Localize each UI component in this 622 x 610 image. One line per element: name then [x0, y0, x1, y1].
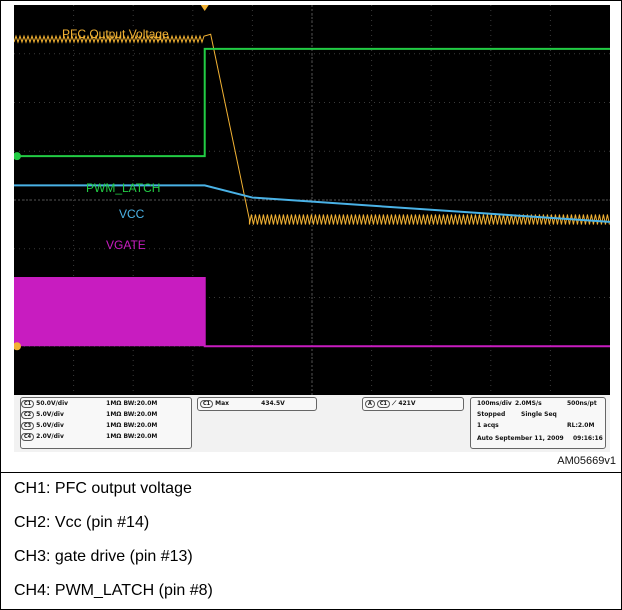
vgate-trace — [14, 277, 610, 348]
channel-marker-pwm-latch — [14, 152, 21, 161]
caption-ch3: CH3: gate drive (pin #13) — [14, 548, 193, 565]
trigger-source: A — [365, 400, 375, 408]
vgate-trace-fill — [14, 278, 205, 347]
channel-row-1: C1 50.0V/div 1MΩ BW:20.0M — [21, 400, 157, 408]
caption-ch2: CH2: Vcc (pin #14) — [14, 514, 150, 531]
measurement-channel: C1 — [200, 400, 214, 408]
vcc-trace — [14, 184, 610, 223]
measurement-box: C1 Max 434.5V — [197, 397, 317, 411]
resolution: 500ns/pt — [567, 400, 597, 407]
acquisition-mode: Single Seq — [521, 411, 557, 418]
waveform-plot — [14, 5, 610, 395]
channel-chip: C4 — [21, 433, 35, 441]
auto-label: Auto — [477, 435, 493, 442]
vcc-trace-label: VCC — [119, 207, 145, 221]
channel-coupling: 1MΩ BW:20.0M — [106, 400, 158, 407]
trigger-edge-icon: ⟋ — [392, 400, 397, 407]
oscilloscope-screen: PFC Output Voltage PWM_LATCH VCC VGATE — [14, 5, 610, 395]
acquisition-count: 1 acqs — [477, 422, 499, 429]
waveform-traces — [14, 33, 610, 348]
scope-status-panel: C1 50.0V/div 1MΩ BW:20.0M C2 5.0V/div 1MΩ BW… — [14, 395, 610, 452]
channel-coupling: 1MΩ BW:20.0M — [106, 411, 158, 418]
channel-markers — [14, 5, 209, 351]
acquisition-box: 100ms/div 2.0MS/s 500ns/pt Stopped Singl… — [470, 397, 606, 449]
channel-marker-ground — [14, 342, 21, 351]
channel-row-3: C3 5.0V/div 1MΩ BW:20.0M — [21, 422, 157, 430]
capture-time: 09:16:16 — [573, 435, 603, 442]
caption-divider — [0, 472, 622, 473]
caption-ch1: CH1: PFC output voltage — [14, 480, 192, 497]
pfc-trace-label: PFC Output Voltage — [62, 27, 169, 41]
capture-date: September 11, 2009 — [495, 435, 564, 442]
figure-code: AM05669v1 — [557, 455, 616, 467]
channel-row-4: C4 2.0V/div 1MΩ BW:20.0M — [21, 433, 157, 441]
measurement-type: Max — [215, 400, 230, 407]
trigger-channel: C1 — [376, 400, 391, 408]
timebase: 100ms/div — [477, 400, 512, 407]
channel-scale: 5.0V/div — [36, 411, 64, 418]
trigger-box: A C1 ⟋ 421V — [362, 397, 464, 411]
channel-scale: 50.0V/div — [36, 400, 69, 407]
trigger-level: 421V — [398, 400, 416, 407]
pwm-latch-trace — [14, 47, 610, 158]
channel-chip: C1 — [21, 400, 35, 408]
pwm-latch-trace-label: PWM_LATCH — [86, 181, 161, 195]
channel-coupling: 1MΩ BW:20.0M — [106, 433, 158, 440]
pfc-output-voltage-trace — [14, 33, 610, 225]
channel-chip: C2 — [21, 411, 35, 419]
sample-rate: 2.0MS/s — [515, 400, 542, 407]
channel-row-2: C2 5.0V/div 1MΩ BW:20.0M — [21, 411, 157, 419]
caption-ch4: CH4: PWM_LATCH (pin #8) — [14, 582, 213, 599]
channel-chip: C3 — [21, 422, 35, 430]
channel-settings-box: C1 50.0V/div 1MΩ BW:20.0M C2 5.0V/div 1MΩ BW… — [20, 397, 192, 449]
record-length: RL:2.0M — [567, 422, 595, 429]
channel-coupling: 1MΩ BW:20.0M — [106, 422, 158, 429]
acquisition-state: Stopped — [477, 411, 506, 418]
vgate-trace-label: VGATE — [106, 238, 146, 252]
measurement-value: 434.5V — [261, 400, 285, 407]
channel-scale: 2.0V/div — [36, 433, 64, 440]
channel-scale: 5.0V/div — [36, 422, 64, 429]
trigger-position-marker — [200, 5, 209, 11]
